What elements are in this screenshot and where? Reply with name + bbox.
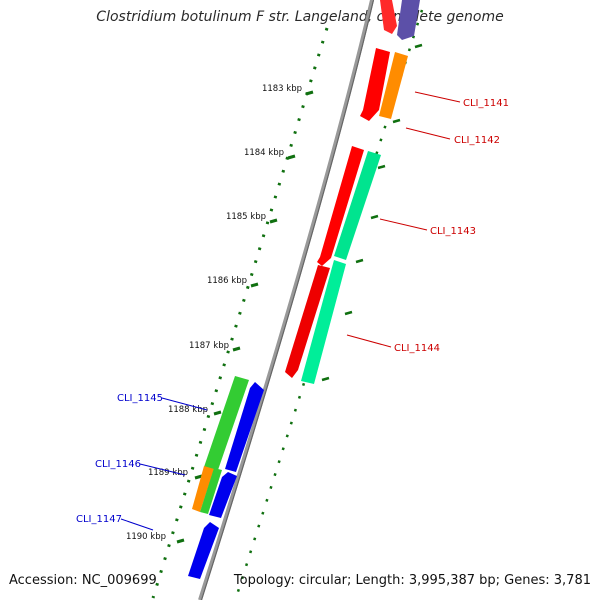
scale-label-1189: 1189 kbp — [148, 468, 188, 478]
gene-red-cli-1143-a[interactable] — [317, 146, 364, 266]
gene-label-cli-1141[interactable]: CLI_1141 — [463, 98, 509, 109]
scale-label-1188: 1188 kbp — [168, 405, 208, 415]
accession-text: Accession: NC_009699 — [9, 573, 157, 588]
gene-orange-cli-1146[interactable] — [192, 466, 214, 512]
gene-red-cli-1144[interactable] — [285, 265, 330, 378]
inner-dotted-track — [234, 9, 424, 599]
forward-label-lines — [346, 91, 461, 348]
inner-ticks — [321, 43, 423, 382]
genome-summary-text: Topology: circular; Length: 3,995,387 bp… — [233, 573, 591, 588]
major-ticks — [176, 90, 314, 544]
scale-label-1186: 1186 kbp — [207, 276, 247, 286]
reverse-label-lines — [120, 397, 208, 531]
scale-label-1190: 1190 kbp — [126, 532, 166, 542]
gene-teal-cli-1144[interactable] — [301, 260, 346, 384]
scale-label-1185: 1185 kbp — [226, 212, 266, 222]
gene-top-purple[interactable] — [397, 0, 420, 40]
scale-label-1184: 1184 kbp — [244, 148, 284, 158]
reverse-genes — [188, 376, 264, 579]
outer-dotted-track — [151, 27, 329, 599]
gene-blue-cli-1147[interactable] — [188, 522, 219, 579]
gene-label-cli-1146[interactable]: CLI_1146 — [95, 459, 141, 470]
gene-label-cli-1144[interactable]: CLI_1144 — [394, 343, 440, 354]
gene-blue-cli-1146[interactable] — [209, 472, 237, 518]
gene-top-red[interactable] — [380, 0, 397, 34]
gene-teal-cli-1143[interactable] — [334, 151, 381, 260]
gene-label-cli-1142[interactable]: CLI_1142 — [454, 135, 500, 146]
scale-label-1187: 1187 kbp — [189, 341, 229, 351]
genome-backbone — [198, 0, 374, 600]
scale-label-1183: 1183 kbp — [262, 84, 302, 94]
forward-genes — [285, 0, 420, 384]
gene-green-cli-1146[interactable] — [200, 468, 222, 514]
gene-blue-cli-1145[interactable] — [225, 382, 264, 472]
genome-backbone-shadow — [200, 0, 375, 600]
gene-green-cli-1145[interactable] — [204, 376, 249, 470]
gene-red-cli-1141[interactable] — [360, 48, 390, 121]
gene-label-cli-1143[interactable]: CLI_1143 — [430, 226, 476, 237]
gene-label-cli-1145[interactable]: CLI_1145 — [117, 393, 163, 404]
gene-orange-cli-1142[interactable] — [379, 52, 408, 119]
gene-label-cli-1147[interactable]: CLI_1147 — [76, 514, 122, 525]
